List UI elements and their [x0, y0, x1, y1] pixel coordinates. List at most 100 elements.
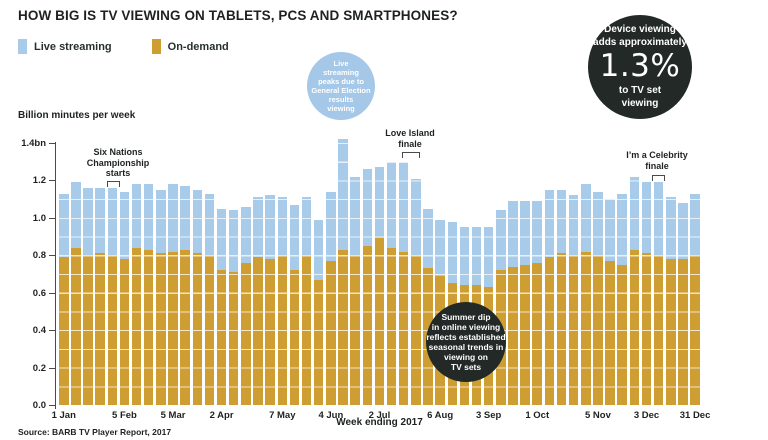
bars: 1 Jan 5 Feb 5 Mar 2 Apr 7 May 4 Jun 2 Jul 6 Aug… [52, 139, 710, 421]
x-axis-label: 2 Jul [368, 410, 391, 421]
y-axis-tick-label: 0.0 [32, 400, 46, 411]
bar-week-45: 5 Nov [585, 191, 611, 421]
bar-week-31 [423, 208, 433, 405]
bar-week-15 [228, 210, 239, 405]
live-streaming-segment [496, 210, 506, 271]
live-streaming-swatch [18, 39, 27, 54]
live-streaming-segment [119, 191, 130, 260]
y-axis-tick-label: 0.8 [32, 250, 46, 262]
on-demand-segment [398, 251, 409, 405]
live-streaming-segment [156, 189, 166, 254]
annotation-im-a-celebrity: I’m a Celebrity finale [626, 150, 688, 171]
on-demand-segment [338, 249, 348, 405]
six-nations-bracket [107, 181, 120, 187]
bar-week-12 [192, 189, 203, 405]
live-streaming-segment [435, 219, 445, 276]
legend-item-on-demand: On-demand [151, 39, 229, 54]
on-demand-segment [690, 255, 700, 405]
bar-week-49: 3 Dec [634, 182, 659, 421]
live-streaming-segment [653, 182, 664, 256]
y-axis-title: Billion minutes per week [18, 110, 136, 121]
bar-week-10: 5 Mar [161, 184, 185, 421]
on-demand-segment [520, 264, 530, 405]
bar-week-30 [411, 178, 421, 405]
on-demand-segment [581, 251, 591, 405]
legend-item-live-streaming: Live streaming [18, 39, 112, 54]
bar-week-26 [362, 169, 373, 405]
bar-week-47 [617, 193, 627, 405]
on-demand-segment [95, 253, 105, 405]
on-demand-segment [556, 253, 567, 405]
y-axis-tick [49, 292, 55, 294]
x-axis-label: 4 Jun [318, 410, 344, 421]
bar-week-42 [556, 189, 567, 405]
live-streaming-segment [362, 169, 373, 246]
on-demand-segment [131, 247, 142, 405]
bar-week-19: 7 May [269, 197, 295, 421]
on-demand-segment [156, 253, 166, 405]
live-streaming-segment [629, 176, 640, 250]
bar-week-6: 5 Feb [112, 191, 137, 421]
y-axis-tick-label: 0.2 [32, 362, 46, 374]
live-streaming-segment [265, 195, 275, 259]
on-demand-segment [326, 260, 336, 405]
bar-week-22 [313, 219, 324, 405]
source-credit: Source: BARB TV Player Report, 2017 [18, 427, 172, 437]
on-demand-segment [568, 255, 579, 405]
live-streaming-segment [180, 186, 190, 250]
live-streaming-segment [459, 227, 470, 286]
live-streaming-segment [398, 161, 409, 252]
y-axis-line [55, 142, 56, 409]
on-demand-segment [593, 255, 603, 405]
bar-week-41 [544, 189, 555, 405]
x-axis-label: 5 Mar [160, 410, 186, 421]
live-streaming-segment [544, 189, 555, 258]
bar-week-4 [95, 187, 105, 405]
bar-week-52 [678, 202, 688, 405]
live-streaming-segment [483, 227, 494, 288]
bar-week-11 [180, 186, 190, 405]
bar-week-40: 1 Oct [525, 201, 549, 421]
on-demand-segment [241, 262, 251, 405]
live-streaming-segment [508, 201, 518, 267]
live-streaming-segment [678, 202, 688, 259]
on-demand-segment [544, 257, 555, 405]
bar-week-27: 2 Jul [369, 167, 390, 421]
x-axis-label: 1 Jan [51, 410, 76, 421]
on-demand-segment [617, 264, 627, 405]
live-streaming-segment [107, 187, 118, 256]
bar-week-25 [350, 176, 360, 405]
live-streaming-segment [532, 201, 542, 263]
live-streaming-segment [71, 182, 81, 248]
on-demand-segment [666, 259, 676, 405]
bar-week-50 [653, 182, 664, 405]
live-streaming-segment [143, 184, 154, 250]
bar-week-28 [386, 161, 397, 405]
live-streaming-segment [617, 193, 627, 265]
x-axis-label: 6 Aug [427, 410, 454, 421]
on-demand-segment [374, 238, 385, 405]
device-viewing-callout: Device viewing adds approximately 1.3% t… [588, 15, 692, 119]
on-demand-segment [411, 255, 421, 405]
bar-week-18 [265, 195, 275, 405]
im-a-celebrity-bracket [652, 175, 665, 181]
on-demand-segment [653, 255, 664, 405]
y-axis-tick [49, 330, 55, 332]
live-streaming-segment [313, 219, 324, 280]
live-streaming-segment [423, 208, 433, 269]
live-streaming-segment [95, 187, 105, 254]
bar-week-3 [83, 187, 93, 405]
on-demand-segment [204, 255, 215, 405]
on-demand-segment [678, 259, 688, 405]
on-demand-segment [350, 255, 360, 405]
x-axis-label: 5 Nov [585, 410, 611, 421]
live-streaming-segment [690, 193, 700, 256]
annotation-summer-dip: Summer dip in online viewing reflects es… [426, 302, 506, 382]
on-demand-segment [362, 245, 373, 405]
y-axis-tick-label: 1.2 [32, 175, 46, 187]
y-axis-tick [49, 367, 55, 369]
callout-line: viewing [621, 97, 659, 109]
live-streaming-segment [253, 197, 263, 258]
bar-week-20 [289, 204, 300, 405]
bar-week-39 [520, 201, 530, 405]
